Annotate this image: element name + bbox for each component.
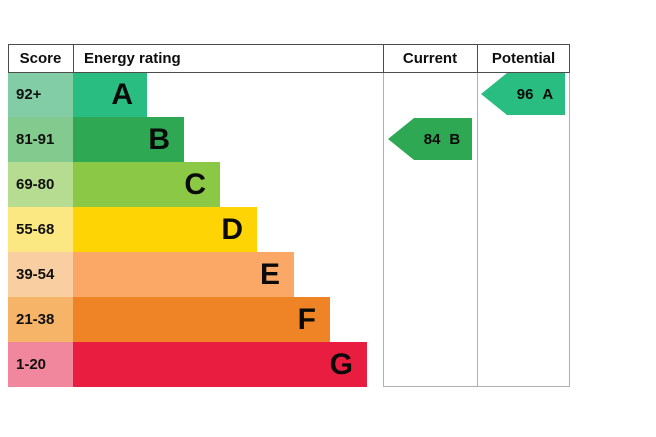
score-range-cell: 69-80 bbox=[8, 162, 73, 207]
potential-rating-arrow: 96 A bbox=[481, 73, 565, 115]
band-letter: C bbox=[184, 167, 206, 201]
rating-bar-e: E bbox=[73, 252, 294, 297]
band-letter: D bbox=[221, 212, 243, 246]
table-bottom-border bbox=[383, 386, 570, 387]
header-divider-current-potential bbox=[477, 44, 478, 73]
band-row-d: 55-68 D bbox=[8, 207, 367, 252]
divider-current-potential bbox=[477, 73, 478, 387]
score-range-cell: 21-38 bbox=[8, 297, 73, 342]
band-letter: G bbox=[329, 347, 353, 381]
score-range-cell: 39-54 bbox=[8, 252, 73, 297]
header-energy-rating: Energy rating bbox=[84, 49, 181, 67]
band-letter: E bbox=[259, 257, 280, 291]
current-band: B bbox=[449, 130, 461, 148]
rating-bar-a: A bbox=[73, 72, 147, 117]
band-letter: F bbox=[297, 302, 316, 336]
band-row-a: 92+ A bbox=[8, 72, 367, 117]
table-top-border bbox=[8, 44, 570, 45]
header-current: Current bbox=[402, 49, 458, 67]
band-rows: 92+ A 81-91 B 69-80 C 55-68 D 39-54 E 21-38 F 1-20 G bbox=[8, 72, 367, 387]
header-potential: Potential bbox=[491, 49, 556, 67]
potential-band: A bbox=[542, 85, 554, 103]
band-row-e: 39-54 E bbox=[8, 252, 367, 297]
header-divider-energy-current bbox=[383, 44, 384, 73]
band-letter: A bbox=[111, 77, 133, 111]
score-range-cell: 81-91 bbox=[8, 117, 73, 162]
current-rating-arrow: 84 B bbox=[388, 118, 472, 160]
band-row-g: 1-20 G bbox=[8, 342, 367, 387]
potential-score: 96 bbox=[516, 85, 534, 103]
divider-energy-current bbox=[383, 73, 384, 387]
score-range-cell: 92+ bbox=[8, 72, 73, 117]
rating-bar-b: B bbox=[73, 117, 184, 162]
band-row-f: 21-38 F bbox=[8, 297, 367, 342]
score-range-cell: 1-20 bbox=[8, 342, 73, 387]
score-range-cell: 55-68 bbox=[8, 207, 73, 252]
header-bottom-border bbox=[8, 72, 570, 73]
current-score: 84 bbox=[423, 130, 441, 148]
header-right-border bbox=[569, 44, 570, 73]
rating-bar-d: D bbox=[73, 207, 257, 252]
band-row-c: 69-80 C bbox=[8, 162, 367, 207]
band-letter: B bbox=[148, 122, 170, 156]
header-left-border bbox=[8, 44, 9, 73]
table-right-border bbox=[569, 73, 570, 387]
epc-table: Score Energy rating Current Potential 92… bbox=[8, 44, 570, 387]
rating-bar-f: F bbox=[73, 297, 330, 342]
rating-bar-c: C bbox=[73, 162, 220, 207]
header-divider-score-energy bbox=[73, 44, 74, 73]
header-score: Score bbox=[19, 49, 62, 67]
band-row-b: 81-91 B bbox=[8, 117, 367, 162]
rating-bar-g: G bbox=[73, 342, 367, 387]
